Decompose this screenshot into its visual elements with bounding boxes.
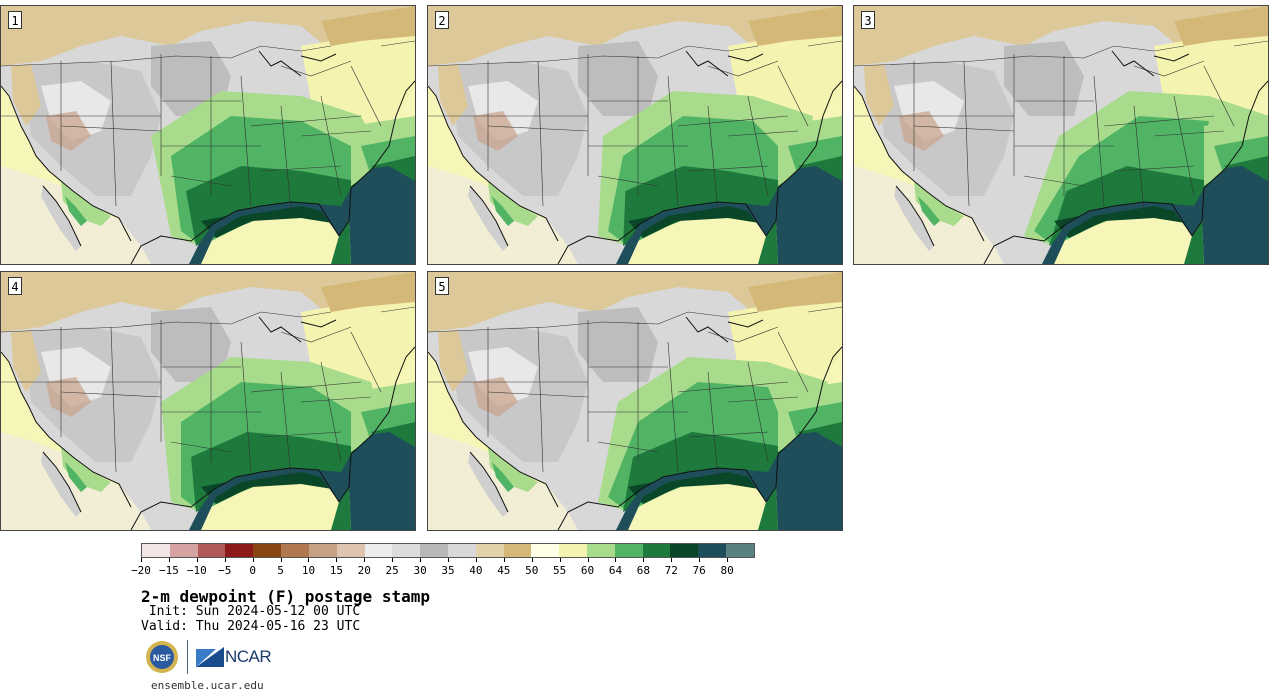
colorbar-tick xyxy=(531,558,533,562)
colorbar-swatch xyxy=(614,544,643,557)
member-label: 4 xyxy=(8,277,22,295)
member-label: 1 xyxy=(8,11,22,29)
colorbar-tick xyxy=(141,558,142,562)
colorbar-swatch xyxy=(698,544,727,557)
colorbar-tick-label: 30 xyxy=(413,564,427,577)
colorbar-tick xyxy=(336,558,338,562)
colorbar-swatch xyxy=(197,544,226,557)
colorbar-swatch xyxy=(308,544,337,557)
colorbar-ticks: −20 −15 −10 −5 0 5 10 15 20 25 30 35 40 45 50 55 60 64 68 7… xyxy=(131,558,755,578)
colorbar-tick-label: 10 xyxy=(301,564,316,577)
colorbar-swatch xyxy=(587,544,615,557)
logo-divider xyxy=(187,640,188,674)
colorbar-tick-label: 25 xyxy=(385,564,399,577)
colorbar-swatch xyxy=(225,544,254,557)
member-panel-2: 2 xyxy=(427,5,843,265)
member-label: 3 xyxy=(861,11,875,29)
init-time: Init: Sun 2024-05-12 00 UTC xyxy=(141,604,361,619)
colorbar-tick-label: 80 xyxy=(720,564,734,577)
valid-time: Valid: Thu 2024-05-16 23 UTC xyxy=(141,619,361,634)
colorbar-swatch xyxy=(336,544,365,557)
chart-title: 2-m dewpoint (F) postage stamp xyxy=(141,587,430,606)
colorbar-swatch xyxy=(253,544,282,557)
colorbar-tick xyxy=(699,558,701,562)
logo-group: NSF NCAR xyxy=(145,638,272,676)
colorbar-swatch xyxy=(559,544,587,557)
colorbar-tick xyxy=(559,558,561,562)
colorbar-swatch xyxy=(420,544,448,557)
dewpoint-map xyxy=(854,6,1268,264)
dewpoint-map xyxy=(428,272,842,530)
dewpoint-map xyxy=(1,6,415,264)
nsf-logo-icon: NSF xyxy=(146,641,178,673)
colorbar-tick-label: −5 xyxy=(218,564,232,577)
colorbar-tick xyxy=(364,558,366,562)
colorbar-tick-label: −10 xyxy=(186,564,207,577)
dewpoint-map xyxy=(1,272,415,530)
colorbar-swatch xyxy=(503,544,532,557)
colorbar-swatch xyxy=(642,544,671,557)
colorbar-tick xyxy=(587,558,589,562)
colorbar-tick xyxy=(727,558,729,562)
colorbar-tick xyxy=(503,558,505,562)
dewpoint-colorbar xyxy=(141,543,755,558)
member-panel-1: 1 xyxy=(0,5,416,265)
colorbar-tick-label: 68 xyxy=(636,564,650,577)
colorbar-tick-label: −20 xyxy=(131,564,151,577)
ncar-mark-icon xyxy=(196,647,224,667)
colorbar-swatch xyxy=(475,544,504,557)
colorbar-tick xyxy=(224,558,226,562)
colorbar-tick-label: 76 xyxy=(692,564,706,577)
colorbar-tick-label: 55 xyxy=(553,564,567,577)
colorbar-tick-label: 35 xyxy=(441,564,455,577)
colorbar-tick xyxy=(448,558,449,562)
colorbar-tick-label: 5 xyxy=(277,564,284,577)
dewpoint-map xyxy=(428,6,842,264)
colorbar-tick-label: 45 xyxy=(497,564,511,577)
colorbar-tick xyxy=(280,558,282,562)
colorbar-tick-label: 40 xyxy=(469,564,483,577)
colorbar-swatch xyxy=(726,544,754,557)
colorbar-tick-label: 72 xyxy=(664,564,678,577)
colorbar-tick-label: 50 xyxy=(525,564,539,577)
colorbar-tick xyxy=(308,558,310,562)
site-url: ensemble.ucar.edu xyxy=(151,679,264,692)
member-label: 2 xyxy=(435,11,449,29)
colorbar-swatch xyxy=(281,544,309,557)
colorbar-swatch xyxy=(364,544,393,557)
colorbar-swatch xyxy=(169,544,198,557)
colorbar-tick-label: 20 xyxy=(357,564,371,577)
colorbar-tick xyxy=(392,558,394,562)
colorbar-tick-label: 0 xyxy=(249,564,256,577)
colorbar-tick xyxy=(168,558,170,562)
colorbar-tick xyxy=(420,558,422,562)
colorbar-tick xyxy=(252,558,254,562)
colorbar-swatch xyxy=(142,544,170,557)
colorbar-swatch xyxy=(392,544,421,557)
member-panel-5: 5 xyxy=(427,271,843,531)
member-panel-3: 3 xyxy=(853,5,1269,265)
colorbar-tick-label: 60 xyxy=(580,564,595,577)
colorbar-tick xyxy=(643,558,645,562)
colorbar-tick-label: 15 xyxy=(329,564,343,577)
colorbar-tick xyxy=(671,558,673,562)
colorbar-tick-label: −15 xyxy=(158,564,179,577)
svg-text:NSF: NSF xyxy=(153,653,172,663)
colorbar-swatch xyxy=(531,544,560,557)
colorbar-tick xyxy=(615,558,617,562)
colorbar-tick xyxy=(475,558,477,562)
colorbar-tick-label: 64 xyxy=(608,564,623,577)
member-label: 5 xyxy=(435,277,449,295)
colorbar-tick xyxy=(196,558,198,562)
colorbar-swatch xyxy=(670,544,699,557)
colorbar-swatch xyxy=(447,544,476,557)
ncar-logo-text: NCAR xyxy=(225,647,272,666)
member-panel-4: 4 xyxy=(0,271,416,531)
